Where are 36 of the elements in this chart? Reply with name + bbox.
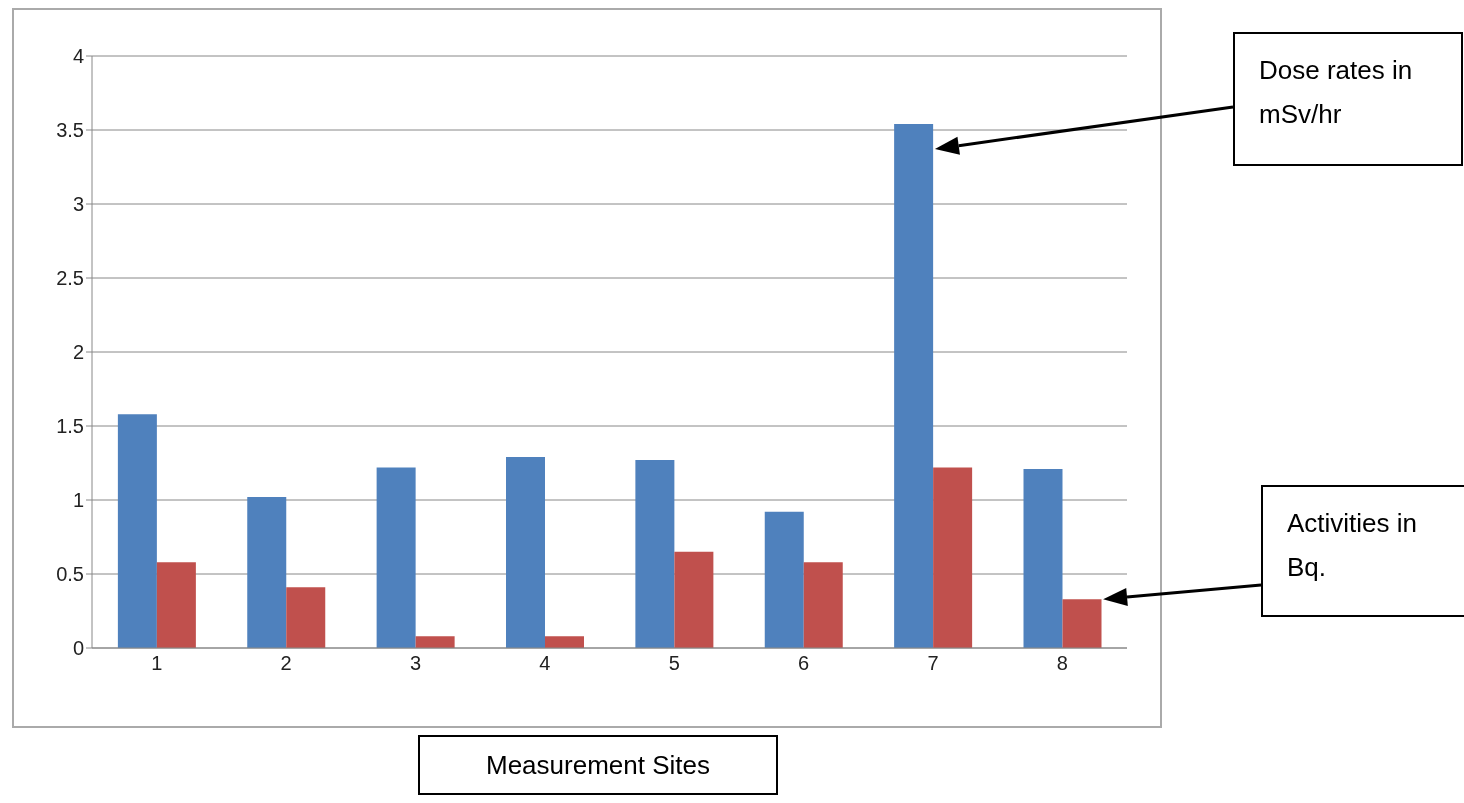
bar [674, 551, 714, 648]
bar [635, 460, 675, 648]
y-tick-label: 3.5 [56, 119, 84, 142]
x-axis-title: Measurement Sites [418, 735, 778, 795]
y-tick-label: 0 [72, 637, 84, 660]
y-tick-label: 3 [72, 193, 84, 216]
bar [415, 636, 455, 648]
x-tick-label: 7 [927, 652, 939, 675]
bar [1023, 468, 1063, 648]
x-tick-label: 2 [280, 652, 292, 675]
bar [764, 511, 804, 648]
y-tick-label: 4 [72, 45, 84, 68]
bar [894, 124, 934, 648]
y-tick-label: 0.5 [56, 563, 84, 586]
x-tick-label: 3 [409, 652, 421, 675]
bar [286, 587, 326, 648]
x-tick-label: 4 [539, 652, 551, 675]
x-tick-label: 1 [151, 652, 163, 675]
bar [803, 562, 843, 648]
text: Activities in Bq. [1261, 485, 1464, 617]
text: Dose rates in mSv/hr [1233, 32, 1463, 166]
bar [1062, 599, 1102, 648]
x-tick-label: 8 [1056, 652, 1068, 675]
bar [933, 467, 973, 648]
bar [545, 636, 584, 648]
bar [117, 414, 157, 648]
bar [156, 562, 196, 648]
bar [506, 457, 545, 648]
bar [247, 497, 287, 648]
x-tick-label: 6 [798, 652, 810, 675]
x-tick-label: 5 [668, 652, 680, 675]
y-tick-label: 1.5 [56, 415, 84, 438]
y-tick-label: 2.5 [56, 267, 84, 290]
y-tick-label: 1 [72, 489, 84, 512]
bar [376, 467, 416, 648]
y-tick-label: 2 [72, 341, 84, 364]
